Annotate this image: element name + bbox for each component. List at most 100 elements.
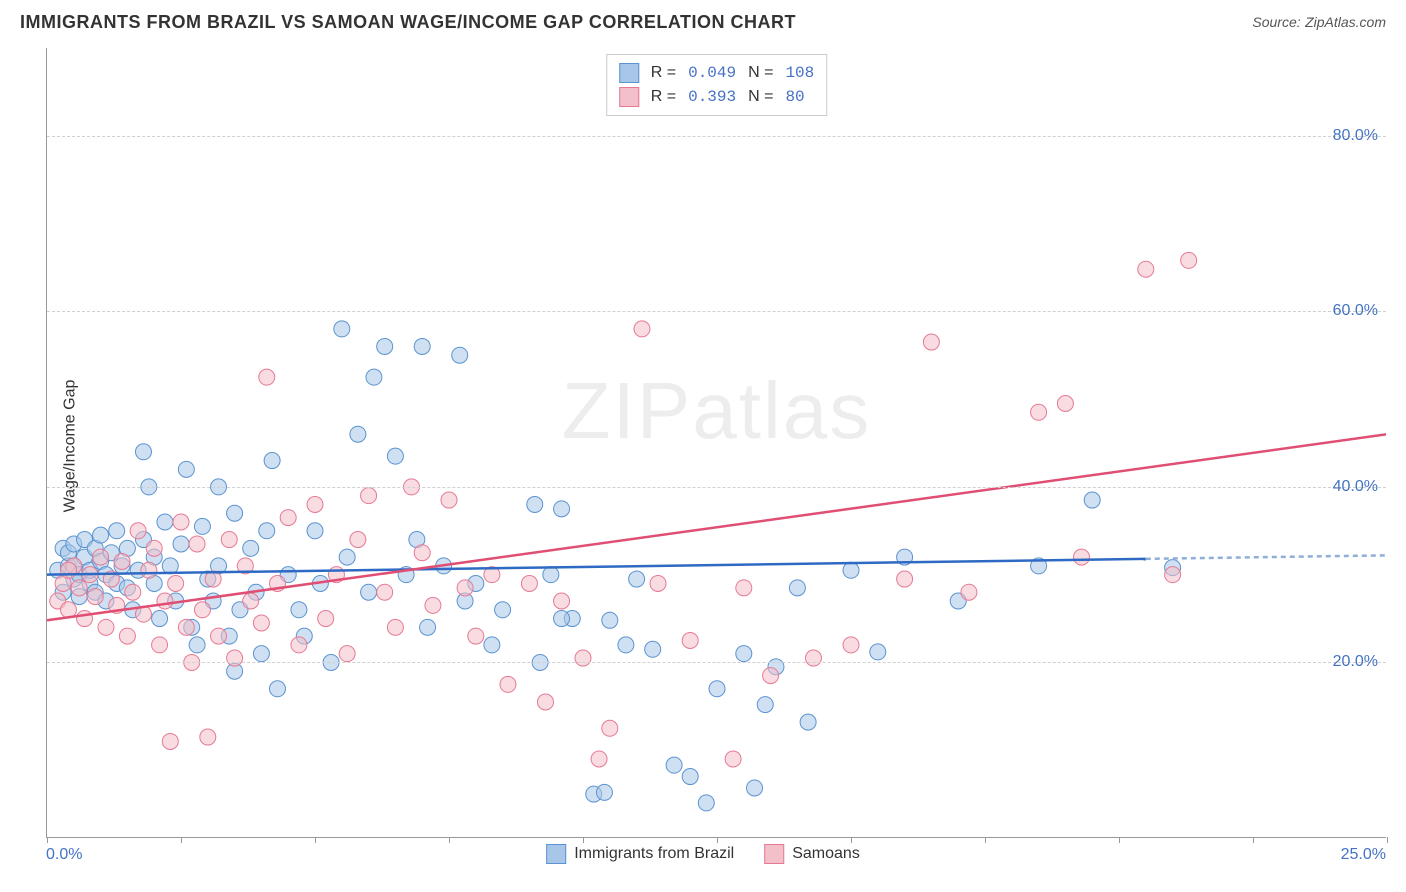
data-point [736, 646, 752, 662]
data-point [339, 646, 355, 662]
data-point [1073, 549, 1089, 565]
data-point [698, 795, 714, 811]
data-point [897, 571, 913, 587]
x-tick [47, 837, 48, 843]
fit-line [47, 434, 1386, 620]
data-point [425, 597, 441, 613]
data-point [1165, 567, 1181, 583]
legend-entry-samoans: Samoans [764, 844, 860, 864]
n-value-series2: 80 [785, 88, 804, 106]
scatter-svg [47, 48, 1386, 837]
data-point [377, 584, 393, 600]
data-point [521, 575, 537, 591]
data-point [259, 523, 275, 539]
data-point [805, 650, 821, 666]
data-point [152, 611, 168, 627]
data-point [618, 637, 634, 653]
x-tick [1119, 837, 1120, 843]
data-point [387, 619, 403, 635]
n-label: N = [748, 88, 773, 106]
source-attribution: Source: ZipAtlas.com [1252, 14, 1386, 32]
source-value: ZipAtlas.com [1305, 14, 1386, 30]
data-point [243, 540, 259, 556]
y-tick-label: 20.0% [1333, 653, 1378, 671]
data-point [843, 637, 859, 653]
data-point [725, 751, 741, 767]
data-point [98, 619, 114, 635]
data-point [543, 567, 559, 583]
data-point [157, 514, 173, 530]
data-point [93, 549, 109, 565]
data-point [414, 338, 430, 354]
data-point [602, 720, 618, 736]
legend-swatch-pink [764, 844, 784, 864]
data-point [554, 611, 570, 627]
data-point [227, 650, 243, 666]
data-point [125, 584, 141, 600]
data-point [194, 518, 210, 534]
x-tick [583, 837, 584, 843]
data-point [650, 575, 666, 591]
data-point [763, 668, 779, 684]
y-tick-label: 80.0% [1333, 127, 1378, 145]
x-tick [1253, 837, 1254, 843]
data-point [114, 554, 130, 570]
gridline [47, 136, 1386, 137]
data-point [736, 580, 752, 596]
data-point [789, 580, 805, 596]
x-tick [851, 837, 852, 843]
data-point [227, 505, 243, 521]
data-point [264, 453, 280, 469]
data-point [366, 369, 382, 385]
data-point [923, 334, 939, 350]
data-point [682, 633, 698, 649]
data-point [173, 514, 189, 530]
data-point [87, 589, 103, 605]
fit-line-extension [1146, 555, 1386, 559]
data-point [109, 523, 125, 539]
data-point [253, 615, 269, 631]
data-point [500, 676, 516, 692]
legend-swatch-blue [546, 844, 566, 864]
data-point [602, 612, 618, 628]
data-point [420, 619, 436, 635]
data-point [457, 580, 473, 596]
data-point [387, 448, 403, 464]
data-point [1181, 252, 1197, 268]
r-value-series1: 0.049 [688, 64, 736, 82]
data-point [168, 575, 184, 591]
data-point [484, 637, 500, 653]
n-value-series1: 108 [785, 64, 814, 82]
data-point [747, 780, 763, 796]
y-tick-label: 60.0% [1333, 302, 1378, 320]
data-point [361, 488, 377, 504]
legend-row-series1: R = 0.049 N = 108 [619, 61, 815, 85]
data-point [441, 492, 457, 508]
data-point [468, 628, 484, 644]
data-point [178, 619, 194, 635]
data-point [554, 501, 570, 517]
x-tick [315, 837, 316, 843]
data-point [162, 733, 178, 749]
data-point [682, 769, 698, 785]
data-point [221, 532, 237, 548]
data-point [189, 536, 205, 552]
data-point [350, 426, 366, 442]
chart-plot-area: R = 0.049 N = 108 R = 0.393 N = 80 ZIPat… [46, 48, 1386, 838]
data-point [71, 580, 87, 596]
data-point [334, 321, 350, 337]
gridline [47, 487, 1386, 488]
gridline [47, 662, 1386, 663]
data-point [1057, 396, 1073, 412]
data-point [554, 593, 570, 609]
x-axis-start-label: 0.0% [46, 846, 82, 864]
x-tick [985, 837, 986, 843]
data-point [629, 571, 645, 587]
data-point [634, 321, 650, 337]
data-point [339, 549, 355, 565]
data-point [843, 562, 859, 578]
data-point [495, 602, 511, 618]
x-tick [181, 837, 182, 843]
data-point [377, 338, 393, 354]
r-value-series2: 0.393 [688, 88, 736, 106]
